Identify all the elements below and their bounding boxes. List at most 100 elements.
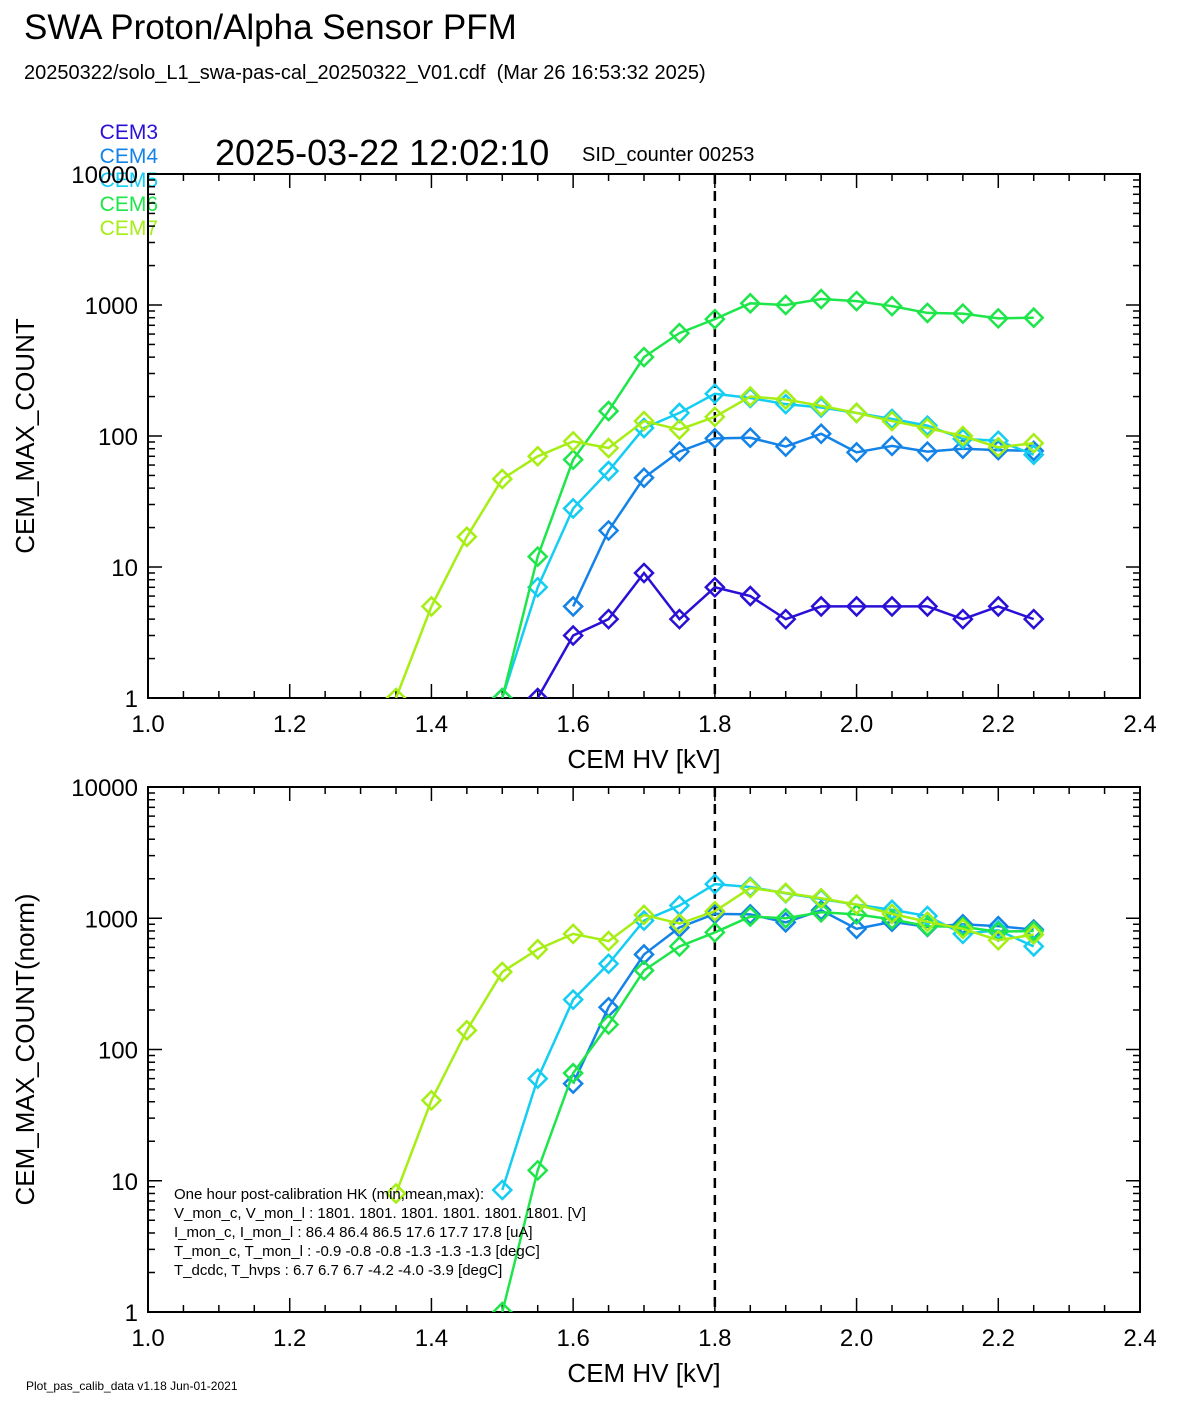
data-point-cem6 — [491, 687, 514, 698]
x-tick-label: 1.2 — [273, 711, 306, 738]
data-point-cem6 — [704, 308, 726, 330]
data-point-cem7 — [1022, 432, 1045, 455]
series-line-cem3 — [536, 570, 1035, 698]
data-point-cem3 — [668, 608, 691, 630]
data-point-cem6 — [987, 307, 1010, 330]
data-point-cem7 — [456, 1019, 478, 1042]
x-tick-label: 1.4 — [415, 1325, 448, 1352]
data-point-cem5 — [916, 414, 939, 437]
data-point-cem5 — [1022, 935, 1045, 958]
data-point-cem6 — [952, 302, 974, 325]
data-point-cem4 — [952, 437, 974, 460]
file-info: 20250322/solo_L1_swa-pas-cal_20250322_V0… — [24, 62, 706, 84]
series-line-cem6 — [501, 297, 1034, 698]
data-point-cem7 — [668, 418, 691, 441]
legend: CEM3 CEM4 CEM5 CEM6 CEM7 — [88, 97, 166, 241]
legend-item-cem7: CEM7 — [99, 217, 159, 240]
x-axis-title: CEM HV [kV] — [567, 1358, 720, 1388]
hk-note-line: One hour post-calibration HK (min,mean,m… — [174, 1186, 484, 1203]
data-point-cem5 — [562, 497, 584, 520]
data-point-cem4 — [774, 435, 797, 458]
timestamp: 2025-03-22 12:02:10 — [215, 132, 550, 173]
data-point-cem7 — [739, 385, 762, 408]
data-point-cem6 — [739, 292, 762, 315]
y-tick-label: 10 — [111, 555, 138, 582]
series-line-cem7 — [394, 395, 1034, 698]
data-point-cem7 — [704, 406, 726, 428]
x-tick-label: 2.2 — [982, 711, 1015, 738]
data-point-cem7 — [456, 526, 478, 548]
data-point-cem5 — [881, 408, 903, 430]
data-point-cem5 — [597, 952, 620, 975]
data-point-cem5 — [1022, 443, 1045, 466]
x-tick-label: 2.4 — [1123, 1325, 1156, 1352]
y-tick-label: 10000 — [71, 162, 138, 189]
series-group — [385, 873, 1045, 1312]
data-point-cem7 — [952, 425, 974, 447]
x-tick-label: 1.0 — [131, 1325, 164, 1352]
legend-item-cem3: CEM3 — [99, 121, 159, 144]
data-point-cem4 — [845, 441, 868, 464]
x-axis-title: CEM HV [kV] — [567, 744, 720, 774]
data-point-cem6 — [845, 290, 868, 312]
data-point-cem7 — [881, 903, 903, 925]
data-point-cem7 — [810, 395, 832, 417]
data-point-cem6 — [916, 302, 939, 324]
data-point-cem6 — [1022, 306, 1045, 329]
data-point-cem3 — [845, 595, 868, 618]
data-point-cem6 — [526, 545, 549, 568]
data-point-cem6 — [633, 346, 655, 368]
data-point-cem6 — [810, 288, 832, 310]
hk-note-line: I_mon_c, I_mon_l : 86.4 86.4 86.5 17.6 1… — [174, 1224, 533, 1241]
data-point-cem7 — [562, 923, 584, 945]
data-point-cem7 — [385, 687, 407, 698]
data-point-cem7 — [420, 1089, 443, 1112]
data-point-cem3 — [952, 608, 974, 630]
data-point-cem7 — [633, 410, 655, 432]
data-point-cem3 — [774, 608, 797, 630]
hk-note-line: T_dcdc, T_hvps : 6.7 6.7 6.7 -4.2 -4.0 -… — [174, 1262, 502, 1279]
data-point-cem5 — [704, 873, 726, 895]
data-point-cem4 — [774, 911, 797, 934]
data-point-cem6 — [810, 901, 832, 924]
footer-version: Plot_pas_calib_data v1.18 Jun-01-2021 — [26, 1379, 238, 1393]
data-point-cem6 — [1022, 920, 1045, 942]
data-point-cem4 — [810, 899, 832, 922]
x-tick-label: 1.6 — [556, 711, 589, 738]
data-point-cem5 — [704, 383, 726, 405]
data-point-cem6 — [952, 916, 974, 938]
series-line-cem7 — [394, 886, 1034, 1194]
y-tick-label: 1 — [125, 686, 138, 713]
data-point-cem7 — [845, 402, 868, 424]
data-point-cem4 — [916, 440, 939, 463]
y-tick-label: 10 — [111, 1169, 138, 1196]
data-point-cem7 — [739, 877, 762, 899]
data-point-cem4 — [739, 426, 762, 449]
hk-note-line: V_mon_c, V_mon_l : 1801. 1801. 1801. 180… — [174, 1205, 586, 1222]
x-tick-label: 1.6 — [556, 1325, 589, 1352]
y-tick-label: 10000 — [71, 775, 138, 802]
data-point-cem7 — [845, 893, 868, 916]
x-tick-label: 2.2 — [982, 1325, 1015, 1352]
data-point-cem7 — [704, 900, 726, 923]
data-point-cem3 — [633, 562, 655, 584]
y-axis-title: CEM_MAX_COUNT(norm) — [10, 893, 40, 1205]
x-tick-label: 2.0 — [840, 1325, 873, 1352]
data-point-cem7 — [597, 930, 620, 952]
data-point-cem4 — [987, 915, 1010, 937]
data-point-cem5 — [987, 429, 1010, 452]
data-point-cem6 — [774, 294, 797, 316]
data-point-cem4 — [810, 423, 832, 445]
page-title: SWA Proton/Alpha Sensor PFM — [24, 8, 517, 47]
data-point-cem3 — [987, 595, 1010, 618]
data-point-cem3 — [916, 595, 939, 618]
x-tick-label: 2.4 — [1123, 711, 1156, 738]
data-point-cem3 — [810, 595, 832, 618]
data-point-cem6 — [881, 295, 903, 317]
data-point-cem6 — [704, 921, 726, 944]
data-point-cem6 — [491, 1301, 514, 1312]
data-point-cem3 — [562, 624, 584, 647]
data-point-cem7 — [420, 595, 443, 618]
y-tick-label: 100 — [98, 424, 138, 451]
data-point-cem3 — [526, 687, 549, 698]
